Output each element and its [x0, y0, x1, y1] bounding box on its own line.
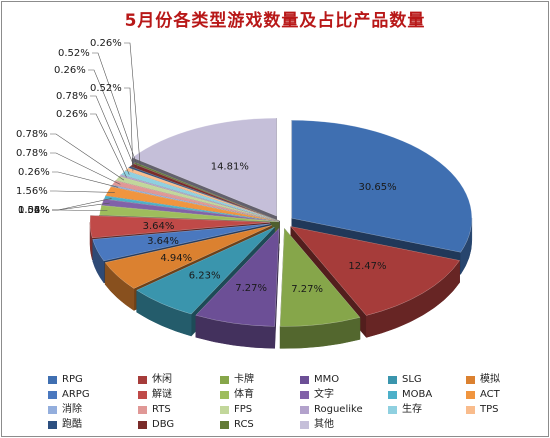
pie-slice-mmo	[195, 227, 280, 349]
legend-swatch	[466, 376, 475, 384]
legend-label: 消除	[62, 404, 82, 415]
legend-swatch	[300, 406, 309, 414]
legend-label: RCS	[234, 419, 254, 430]
legend-label: Roguelike	[314, 404, 363, 415]
data-label-休闲: 12.47%	[348, 261, 386, 272]
data-label-体育: 1.56%	[18, 205, 50, 216]
legend-label: 休闲	[152, 374, 172, 385]
legend-label: 生存	[402, 404, 422, 415]
data-label-卡牌: 7.27%	[291, 284, 323, 295]
data-label-rcs: 0.26%	[90, 38, 122, 49]
data-label-模拟: 4.94%	[160, 253, 192, 264]
legend-label: DBG	[152, 419, 175, 430]
legend-swatch	[388, 376, 397, 384]
data-label-arpg: 3.64%	[147, 236, 179, 247]
leader-line	[88, 69, 136, 170]
leader-line	[50, 133, 125, 181]
legend-swatch	[138, 391, 147, 399]
data-label-跑酷: 0.26%	[54, 65, 86, 76]
legend-swatch	[300, 376, 309, 384]
data-label-rpg: 30.65%	[358, 182, 396, 193]
legend-swatch	[138, 376, 147, 384]
data-label-moba: 0.52%	[18, 205, 50, 216]
legend-swatch	[466, 391, 475, 399]
legend-swatch	[388, 406, 397, 414]
legend-label: 跑酷	[62, 419, 82, 430]
pie-slices	[89, 117, 473, 349]
leader-line	[50, 152, 121, 185]
legend-swatch	[48, 406, 57, 414]
legend-swatch	[48, 391, 57, 399]
data-label-rts: 0.78%	[16, 148, 48, 159]
leader-line	[90, 113, 127, 178]
leader-line	[50, 190, 115, 193]
legend-label: SLG	[402, 374, 422, 385]
legend-label: RTS	[152, 404, 171, 415]
legend-swatch	[220, 376, 229, 384]
leader-line	[124, 87, 134, 172]
data-label-dbg: 0.52%	[58, 48, 90, 59]
legend-swatch	[300, 421, 309, 429]
data-label-生存: 0.78%	[56, 91, 88, 102]
legend-swatch	[138, 406, 147, 414]
data-label-fps: 0.78%	[16, 129, 48, 140]
legend-label: MOBA	[402, 389, 433, 400]
leader-lines	[50, 42, 141, 212]
legend-swatch	[220, 406, 229, 414]
data-label-mmo: 7.27%	[235, 283, 267, 294]
legend-label: 卡牌	[234, 374, 254, 385]
leader-line	[52, 209, 108, 212]
data-label-slg: 6.23%	[189, 271, 221, 282]
data-label-消除: 0.26%	[18, 167, 50, 178]
legend-label: 其他	[314, 419, 334, 430]
legend-swatch	[220, 391, 229, 399]
legend-label: 文字	[314, 389, 334, 400]
data-label-文字: 1.04%	[18, 205, 50, 216]
legend-swatch	[48, 376, 57, 384]
legend-label: ACT	[480, 389, 500, 400]
legend-label: TPS	[480, 404, 499, 415]
data-label-roguelike: 0.26%	[56, 109, 88, 120]
legend-label: ARPG	[62, 389, 90, 400]
legend-label: 模拟	[480, 374, 500, 385]
data-label-act: 1.56%	[16, 186, 48, 197]
legend-swatch	[388, 391, 397, 399]
pie-chart: 30.65% 12.47% 7.27% 7.27% 6.23% 4.94% 3.64% 3.6…	[16, 38, 473, 349]
legend-swatch	[48, 421, 57, 429]
legend-swatch	[138, 421, 147, 429]
leader-line	[124, 42, 141, 166]
data-label-其他: 14.81%	[211, 161, 249, 172]
legend-label: FPS	[234, 404, 253, 415]
legend-label: MMO	[314, 374, 340, 385]
legend-label: RPG	[62, 374, 83, 385]
legend-swatch	[220, 421, 229, 429]
leader-line	[90, 95, 130, 175]
chart-title: 5月份各类型游戏数量及占比产品数量	[124, 11, 426, 31]
data-label-tps: 0.52%	[90, 83, 122, 94]
leader-line	[52, 171, 119, 188]
legend-label: 体育	[234, 389, 254, 400]
data-labels: 30.65% 12.47% 7.27% 7.27% 6.23% 4.94% 3.64% 3.6…	[16, 38, 397, 295]
legend-swatch	[466, 406, 475, 414]
data-label-解谜: 3.64%	[143, 221, 175, 232]
pie-slice-休闲	[290, 225, 460, 339]
legend-label: 解谜	[152, 389, 172, 400]
pie-slice-卡牌	[279, 227, 361, 349]
legend-swatch	[300, 391, 309, 399]
legend: RPG 休闲 卡牌 MMO SLG 模拟 ARPG 解谜 体育 文字 MOBA ACT 消除 RTS FPS…	[48, 374, 528, 436]
leader-line	[92, 52, 138, 168]
